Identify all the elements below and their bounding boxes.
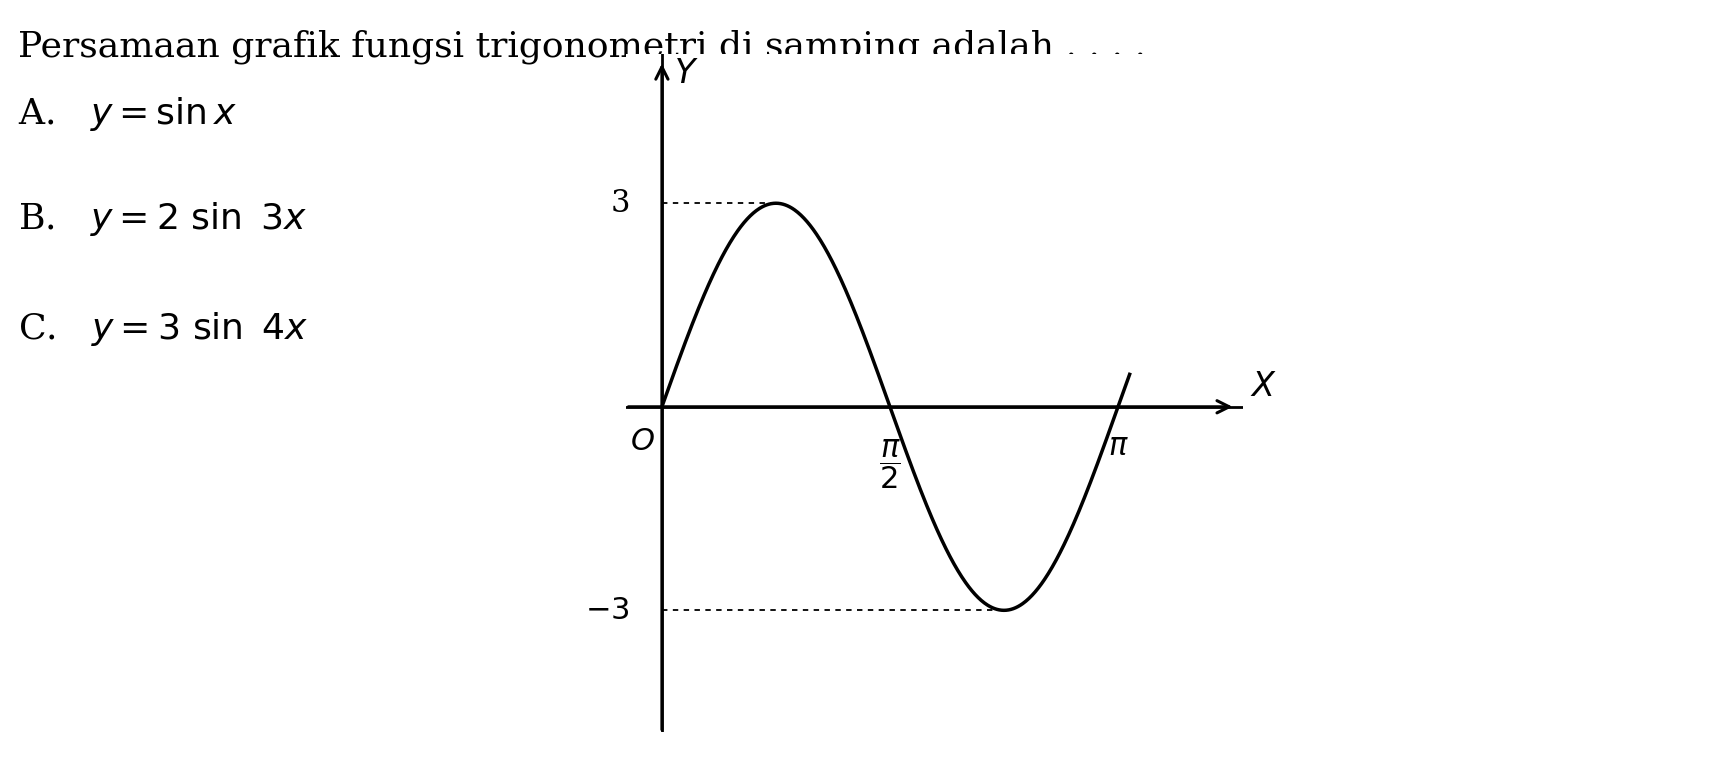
Text: B.   $y = 2\ \sin\ 3x$: B. $y = 2\ \sin\ 3x$ xyxy=(19,200,307,238)
Text: $O$: $O$ xyxy=(631,426,655,456)
Text: 3: 3 xyxy=(610,187,631,219)
Text: $-3$: $-3$ xyxy=(586,594,631,626)
Text: A.   $y = \sin x$: A. $y = \sin x$ xyxy=(19,95,237,133)
Text: $Y$: $Y$ xyxy=(674,57,698,90)
Text: $X$: $X$ xyxy=(1250,370,1277,403)
Text: Persamaan grafik fungsi trigonometri di samping adalah . . . .: Persamaan grafik fungsi trigonometri di … xyxy=(19,30,1147,65)
Text: $\dfrac{\pi}{2}$: $\dfrac{\pi}{2}$ xyxy=(879,437,902,491)
Text: C.   $y = 3\ \sin\ 4x$: C. $y = 3\ \sin\ 4x$ xyxy=(19,310,309,348)
Text: $\pi$: $\pi$ xyxy=(1107,430,1128,462)
Text: D.   $y = 3\ \sin\ 2x$: D. $y = 3\ \sin\ 2x$ xyxy=(871,95,1162,133)
Text: x: x xyxy=(1095,232,1114,264)
Text: E.   $y = 3\ \sin$: E. $y = 3\ \sin$ xyxy=(871,200,1094,238)
Text: 2: 2 xyxy=(1094,195,1116,228)
